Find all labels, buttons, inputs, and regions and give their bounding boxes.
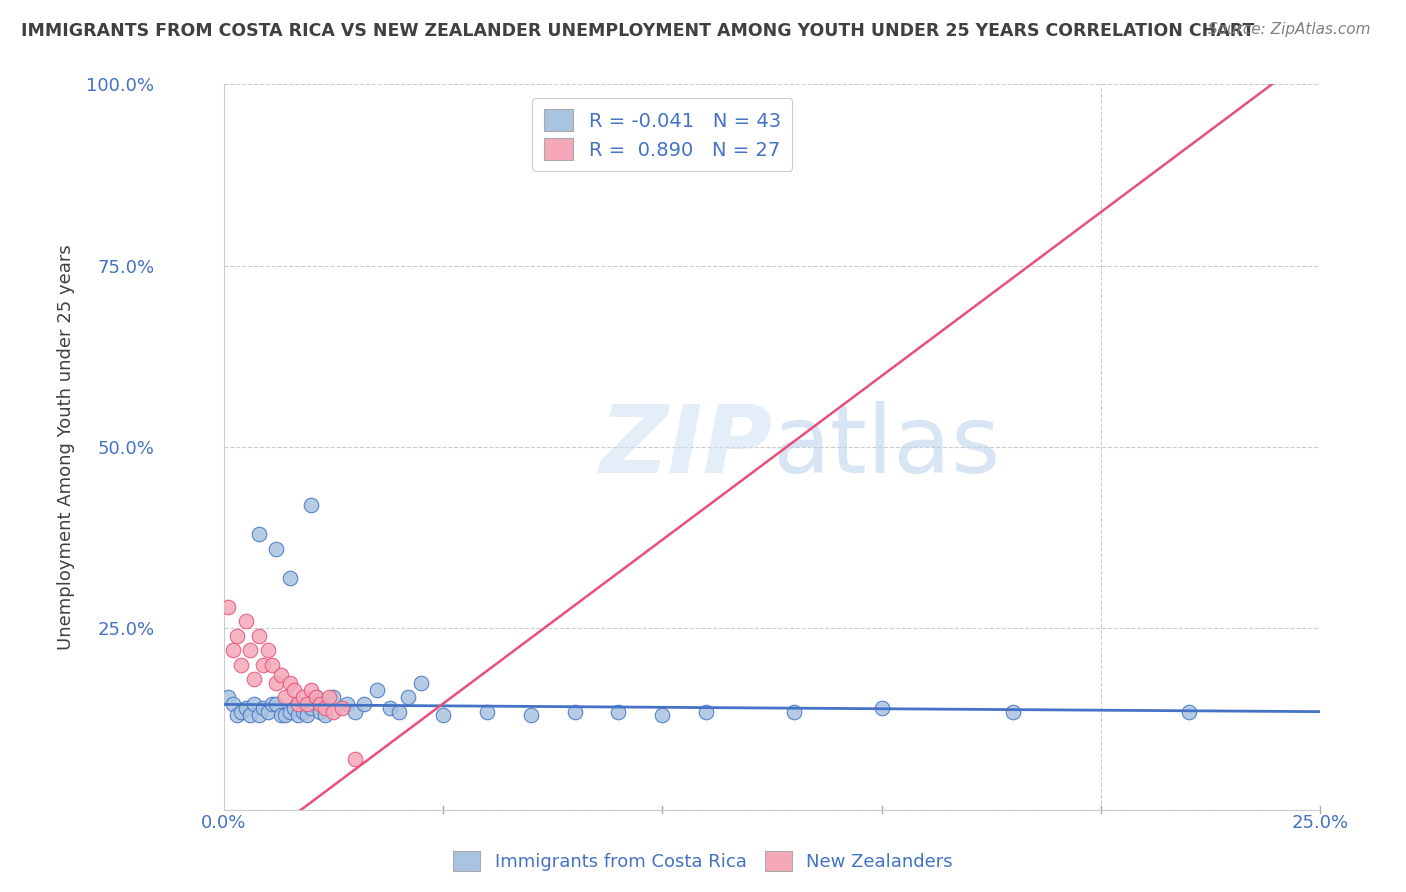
Point	[380, 701, 402, 715]
Point	[217, 690, 239, 705]
Point	[783, 705, 806, 719]
Point	[322, 705, 344, 719]
Point	[305, 690, 328, 705]
Point	[305, 690, 328, 705]
Point	[256, 705, 278, 719]
Text: ZIP: ZIP	[599, 401, 772, 493]
Point	[301, 682, 323, 697]
Point	[266, 675, 288, 690]
Point	[309, 705, 332, 719]
Point	[274, 708, 297, 723]
Point	[225, 708, 247, 723]
Point	[221, 698, 243, 712]
Point	[388, 705, 411, 719]
Point	[270, 708, 292, 723]
Point	[564, 705, 586, 719]
Point	[231, 705, 253, 719]
Point	[607, 705, 630, 719]
Point	[870, 701, 893, 715]
Point	[344, 705, 367, 719]
Point	[266, 698, 288, 712]
Point	[221, 643, 243, 657]
Point	[260, 698, 283, 712]
Point	[266, 541, 288, 556]
Point	[252, 701, 274, 715]
Point	[695, 705, 717, 719]
Point	[475, 705, 498, 719]
Point	[278, 570, 301, 584]
Point	[247, 628, 270, 642]
Point	[274, 690, 297, 705]
Point	[287, 708, 309, 723]
Point	[1177, 705, 1199, 719]
Y-axis label: Unemployment Among Youth under 25 years: Unemployment Among Youth under 25 years	[58, 244, 75, 650]
Point	[278, 675, 301, 690]
Point	[396, 690, 419, 705]
Point	[239, 708, 262, 723]
Point	[243, 672, 266, 686]
Point	[353, 698, 375, 712]
Point	[301, 498, 323, 512]
Point	[432, 708, 454, 723]
Text: atlas: atlas	[772, 401, 1000, 493]
Point	[309, 698, 332, 712]
Point	[411, 675, 433, 690]
Point	[252, 657, 274, 672]
Legend: R = -0.041   N = 43, R =  0.890   N = 27: R = -0.041 N = 43, R = 0.890 N = 27	[533, 98, 793, 171]
Point	[247, 527, 270, 541]
Point	[283, 682, 305, 697]
Point	[291, 690, 314, 705]
Point	[366, 682, 388, 697]
Point	[270, 668, 292, 682]
Point	[231, 657, 253, 672]
Point	[247, 708, 270, 723]
Point	[260, 657, 283, 672]
Point	[344, 752, 367, 766]
Text: IMMIGRANTS FROM COSTA RICA VS NEW ZEALANDER UNEMPLOYMENT AMONG YOUTH UNDER 25 YE: IMMIGRANTS FROM COSTA RICA VS NEW ZEALAN…	[21, 22, 1254, 40]
Point	[651, 708, 673, 723]
Point	[314, 708, 336, 723]
Point	[301, 701, 323, 715]
Point	[278, 705, 301, 719]
Point	[256, 643, 278, 657]
Point	[295, 698, 318, 712]
Point	[335, 698, 357, 712]
Point	[243, 698, 266, 712]
Point	[519, 708, 541, 723]
Point	[330, 701, 353, 715]
Point	[283, 701, 305, 715]
Point	[291, 705, 314, 719]
Point	[318, 690, 340, 705]
Legend: Immigrants from Costa Rica, New Zealanders: Immigrants from Costa Rica, New Zealande…	[446, 844, 960, 879]
Point	[235, 701, 257, 715]
Point	[217, 599, 239, 614]
Point	[295, 708, 318, 723]
Point	[1002, 705, 1025, 719]
Point	[322, 690, 344, 705]
Point	[314, 701, 336, 715]
Point	[287, 698, 309, 712]
Text: Source: ZipAtlas.com: Source: ZipAtlas.com	[1208, 22, 1371, 37]
Point	[235, 614, 257, 628]
Point	[239, 643, 262, 657]
Point	[225, 628, 247, 642]
